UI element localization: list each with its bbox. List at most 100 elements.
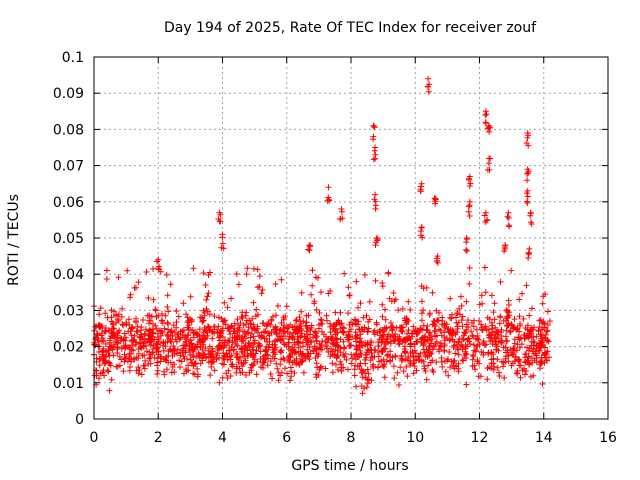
data-point bbox=[331, 322, 337, 329]
data-point bbox=[274, 365, 281, 372]
data-point bbox=[515, 334, 522, 341]
peak-point bbox=[483, 111, 490, 118]
data-point bbox=[224, 375, 231, 381]
data-point bbox=[434, 317, 441, 324]
data-point bbox=[218, 315, 225, 322]
data-point bbox=[380, 356, 387, 363]
data-point bbox=[97, 356, 104, 363]
data-point bbox=[433, 359, 440, 366]
data-point bbox=[498, 329, 504, 336]
data-point bbox=[447, 364, 454, 371]
data-point bbox=[220, 355, 227, 362]
peak-point bbox=[425, 83, 431, 90]
axis-ticks: 0 2 4 6 8 10 12 14 16 0 0.01 0.02 0.03 0.04 0.05 0.06 0.… bbox=[53, 50, 617, 446]
data-point bbox=[163, 271, 170, 278]
data-point bbox=[509, 360, 516, 367]
data-point bbox=[247, 334, 254, 341]
data-point bbox=[433, 307, 440, 314]
data-point bbox=[258, 334, 264, 341]
data-point bbox=[288, 333, 295, 340]
data-point bbox=[128, 346, 135, 353]
data-point bbox=[209, 328, 215, 335]
data-point bbox=[276, 336, 283, 343]
data-point bbox=[132, 339, 139, 345]
data-point bbox=[389, 327, 396, 334]
data-point bbox=[441, 342, 448, 349]
data-point bbox=[193, 353, 200, 360]
data-point bbox=[140, 317, 146, 323]
peak-point bbox=[465, 203, 472, 210]
data-point bbox=[299, 358, 306, 365]
data-point bbox=[524, 322, 531, 329]
data-point bbox=[446, 349, 453, 355]
data-point bbox=[173, 308, 180, 315]
data-point bbox=[467, 341, 474, 347]
peak-point bbox=[528, 221, 535, 227]
data-point bbox=[455, 346, 462, 353]
data-point bbox=[382, 316, 389, 323]
peak-point bbox=[371, 147, 378, 154]
peak-point bbox=[482, 112, 489, 119]
data-point bbox=[231, 320, 238, 327]
data-point bbox=[253, 306, 260, 313]
data-point bbox=[405, 298, 412, 305]
data-point bbox=[360, 367, 367, 374]
data-point bbox=[296, 327, 303, 334]
data-point bbox=[513, 369, 520, 376]
data-point bbox=[433, 332, 440, 339]
data-point bbox=[247, 320, 254, 327]
data-point bbox=[140, 343, 147, 350]
data-point bbox=[225, 367, 232, 374]
data-point bbox=[211, 367, 218, 374]
data-point bbox=[375, 343, 382, 349]
data-point bbox=[249, 354, 256, 361]
peak-point bbox=[305, 246, 312, 253]
data-point bbox=[269, 375, 276, 382]
data-point bbox=[298, 289, 305, 296]
data-point bbox=[313, 371, 320, 378]
data-point bbox=[257, 356, 264, 362]
data-point bbox=[147, 331, 154, 338]
data-point bbox=[523, 282, 530, 289]
data-point bbox=[443, 335, 450, 342]
y-tick-label: 0.01 bbox=[53, 376, 84, 392]
data-point bbox=[488, 360, 495, 367]
data-point bbox=[381, 361, 388, 368]
data-point bbox=[103, 352, 109, 359]
data-point bbox=[345, 366, 351, 373]
data-point bbox=[402, 356, 409, 363]
data-point bbox=[411, 341, 418, 348]
data-point bbox=[474, 358, 481, 365]
data-point bbox=[294, 323, 300, 330]
data-point bbox=[539, 341, 546, 348]
data-point bbox=[147, 360, 154, 367]
data-point bbox=[343, 356, 350, 363]
data-point bbox=[469, 319, 475, 326]
data-point bbox=[380, 331, 387, 338]
data-point bbox=[164, 366, 170, 373]
data-point bbox=[280, 355, 287, 362]
data-point bbox=[164, 304, 171, 310]
data-point bbox=[482, 289, 489, 296]
data-point bbox=[362, 374, 369, 381]
data-point bbox=[381, 374, 388, 381]
data-point bbox=[308, 339, 315, 346]
data-point bbox=[394, 369, 401, 376]
data-point bbox=[268, 316, 275, 323]
peak-point bbox=[432, 200, 439, 207]
data-point bbox=[131, 332, 138, 339]
data-point bbox=[234, 316, 241, 323]
data-point bbox=[309, 267, 316, 274]
data-point bbox=[448, 315, 455, 322]
data-point bbox=[146, 317, 153, 324]
data-point bbox=[402, 348, 409, 355]
peak-point bbox=[219, 234, 226, 241]
data-point bbox=[511, 316, 518, 323]
data-point bbox=[323, 312, 330, 319]
peak-point bbox=[370, 136, 377, 143]
peak-point bbox=[481, 212, 488, 219]
peak-point bbox=[505, 209, 512, 216]
data-point bbox=[224, 304, 231, 311]
data-point bbox=[527, 373, 534, 380]
peak-point bbox=[466, 213, 473, 219]
